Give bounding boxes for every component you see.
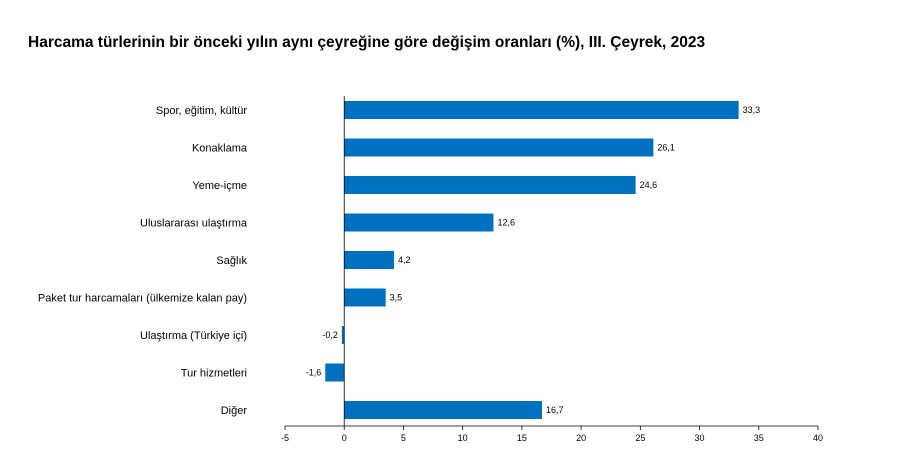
bar [344, 251, 394, 269]
category-label: Diğer [221, 405, 248, 417]
category-label: Uluslararası ulaştırma [140, 218, 248, 230]
category-label: Tur hizmetleri [181, 368, 247, 380]
x-tick-label: 0 [342, 433, 347, 443]
category-label: Ulaştırma (Türkiye içi) [140, 330, 247, 342]
data-label: 33,3 [743, 105, 761, 115]
chart-title: Harcama türlerinin bir önceki yılın aynı… [28, 34, 706, 51]
data-label: 16,7 [546, 405, 564, 415]
x-tick-label: 40 [813, 433, 823, 443]
data-label: -0,2 [322, 330, 338, 340]
x-tick-label: 20 [576, 433, 586, 443]
data-label: -1,6 [306, 368, 322, 378]
bar [344, 101, 739, 119]
data-label: 4,2 [398, 255, 411, 265]
x-tick-label: 10 [458, 433, 468, 443]
bar [344, 176, 636, 194]
bar [344, 213, 494, 232]
data-label: 26,1 [657, 143, 675, 153]
x-tick-label: 5 [401, 433, 406, 443]
data-label: 24,6 [640, 180, 658, 190]
category-label: Sağlık [216, 255, 247, 267]
category-label: Paket tur harcamaları (ülkemize kalan pa… [38, 293, 247, 305]
x-tick-label: 30 [695, 433, 705, 443]
category-label: Yeme-içme [192, 180, 247, 192]
data-label: 12,6 [497, 218, 515, 228]
bar [341, 326, 345, 344]
category-label: Spor, eğitim, kültür [156, 105, 247, 117]
bar [344, 288, 386, 307]
bar [325, 363, 345, 382]
category-label: Konaklama [192, 143, 248, 155]
bar [344, 138, 654, 157]
x-tick-label: -5 [281, 433, 289, 443]
x-tick-label: 35 [754, 433, 764, 443]
x-tick-label: 15 [517, 433, 527, 443]
bar [344, 401, 543, 419]
x-tick-label: 25 [635, 433, 645, 443]
data-label: 3,5 [390, 293, 403, 303]
